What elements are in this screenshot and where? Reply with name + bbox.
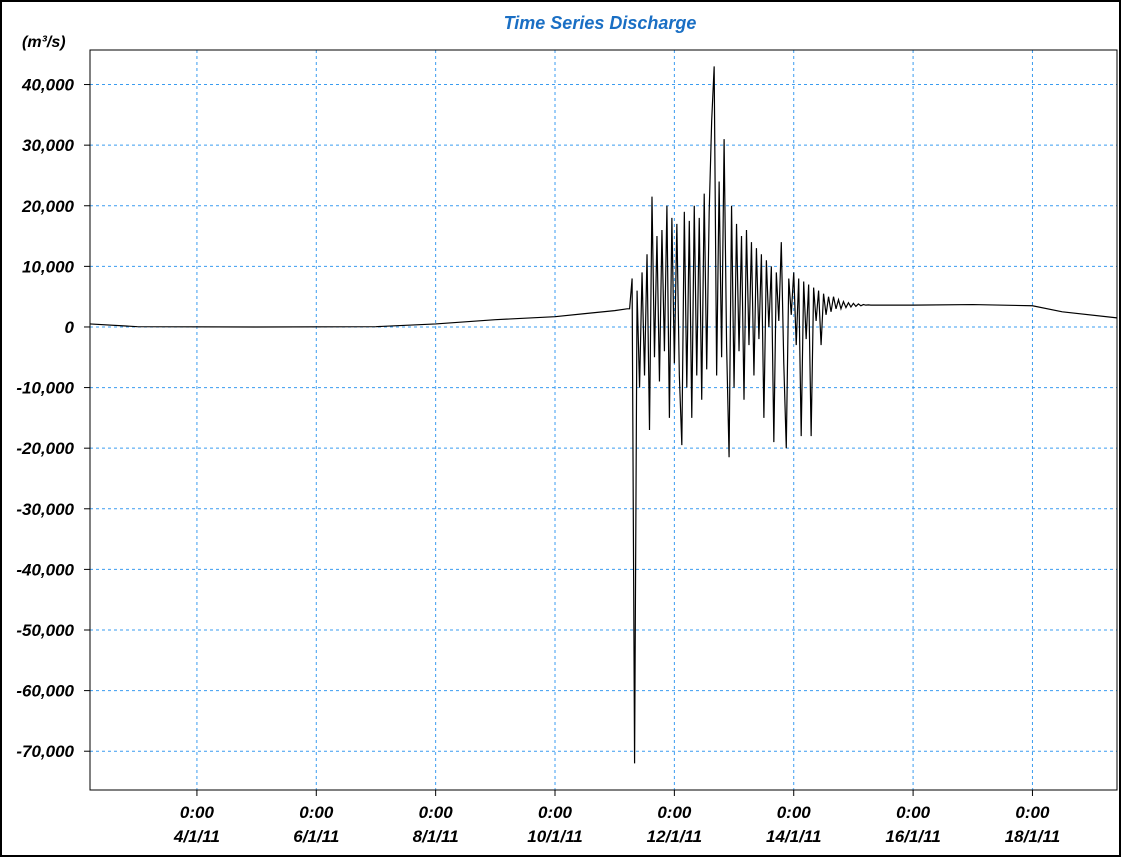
x-tick-label: 18/1/11 (1005, 827, 1060, 846)
x-tick-label: 0:00 (419, 803, 454, 822)
y-tick-label: -60,000 (16, 682, 74, 701)
x-tick-label: 0:00 (1015, 803, 1050, 822)
y-tick-label: -40,000 (16, 560, 74, 579)
y-tick-label: 30,000 (22, 136, 75, 155)
x-tick-label: 16/1/11 (885, 827, 940, 846)
y-tick-label: 10,000 (22, 257, 75, 276)
y-axis-label: (m³/s) (22, 34, 66, 51)
x-tick-label: 4/1/11 (173, 827, 220, 846)
y-tick-label: 40,000 (21, 76, 75, 95)
x-tick-label: 0:00 (299, 803, 334, 822)
x-tick-label: 10/1/11 (527, 827, 582, 846)
y-tick-label: -20,000 (16, 439, 74, 458)
chart-title: Time Series Discharge (504, 13, 697, 33)
x-tick-label: 14/1/11 (766, 827, 821, 846)
y-tick-label: 0 (65, 318, 75, 337)
x-tick-label: 6/1/11 (293, 827, 339, 846)
y-tick-label: 20,000 (21, 197, 75, 216)
x-tick-label: 12/1/11 (647, 827, 702, 846)
x-tick-label: 0:00 (180, 803, 215, 822)
x-tick-label: 8/1/11 (413, 827, 459, 846)
y-tick-label: -30,000 (16, 500, 74, 519)
x-tick-label: 0:00 (777, 803, 812, 822)
y-tick-label: -10,000 (16, 379, 74, 398)
y-tick-label: -70,000 (16, 742, 74, 761)
plot-border (89, 49, 1118, 791)
data-line (89, 66, 1118, 764)
y-tick-label: -50,000 (16, 621, 74, 640)
x-tick-label: 0:00 (657, 803, 692, 822)
x-tick-label: 0:00 (896, 803, 931, 822)
x-tick-label: 0:00 (538, 803, 573, 822)
